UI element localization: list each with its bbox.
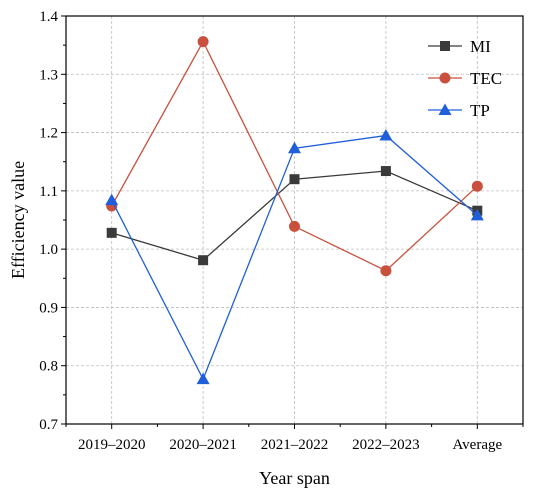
y-axis-title: Efficiency value — [8, 161, 28, 279]
legend-label: TEC — [470, 69, 502, 88]
data-point-tp — [379, 128, 393, 141]
grid-lines — [66, 16, 523, 424]
legend-marker — [438, 103, 452, 115]
data-point-mi — [198, 255, 209, 266]
y-tick-label: 0.7 — [39, 417, 58, 433]
x-axis: 2019–2020 2020–2021 2021–2022 2022–2023 Aver… — [65, 424, 524, 453]
y-tick-label: 1.1 — [39, 184, 58, 200]
x-tick-label: Average — [452, 437, 502, 453]
x-axis-title: Year span — [259, 468, 330, 488]
data-point-tec — [471, 180, 483, 192]
y-tick-label: 1.4 — [39, 9, 58, 25]
legend-item-tp: TP — [428, 101, 490, 120]
legend-marker — [439, 72, 451, 84]
data-point-tp — [288, 141, 301, 154]
legend-label: TP — [470, 101, 490, 120]
legend: MI TEC TP — [428, 37, 502, 120]
legend-label: MI — [470, 37, 491, 56]
data-point-mi — [380, 166, 391, 177]
x-tick-label: 2022–2023 — [352, 437, 420, 453]
data-point-tp — [105, 193, 119, 206]
series-mi — [106, 166, 483, 266]
data-point-tec — [380, 265, 392, 277]
x-tick-label: 2019–2020 — [78, 437, 146, 453]
data-point-tec — [197, 36, 209, 48]
legend-marker — [440, 41, 450, 51]
legend-item-mi: MI — [428, 37, 491, 56]
y-tick-label: 1.3 — [39, 67, 58, 83]
y-tick-label: 1.2 — [39, 126, 58, 142]
data-point-tp — [470, 208, 484, 221]
series-layer — [105, 36, 484, 385]
data-point-mi — [106, 227, 117, 238]
data-point-tp — [196, 372, 210, 385]
y-tick-label: 0.9 — [39, 300, 58, 316]
x-tick-label: 2020–2021 — [169, 437, 237, 453]
y-tick-label: 1.0 — [39, 242, 58, 258]
data-point-tec — [289, 220, 300, 232]
data-point-mi — [289, 174, 300, 185]
legend-item-tec: TEC — [428, 69, 502, 88]
series-tp — [105, 128, 484, 385]
y-axis: 0.7 0.8 0.9 1.0 1.1 1.2 1.3 1.4 — [39, 9, 66, 433]
y-tick-label: 0.8 — [39, 359, 58, 375]
x-tick-label: 2021–2022 — [261, 437, 329, 453]
